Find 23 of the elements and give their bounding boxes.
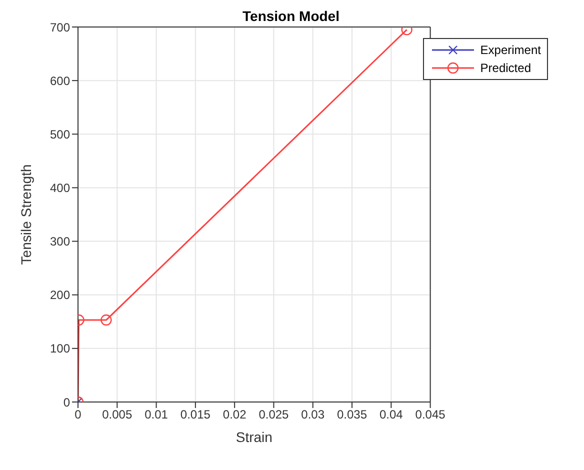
x-tick-label: 0.015 — [180, 408, 211, 422]
y-tick-label: 400 — [50, 180, 70, 195]
x-tick-label: 0.01 — [144, 408, 168, 422]
x-tick-label: 0.03 — [301, 408, 325, 422]
x-tick-label: 0.02 — [222, 408, 247, 422]
x-tick-label: 0.025 — [258, 408, 290, 422]
x-axis-title: Strain — [236, 429, 272, 445]
x-tick-label: 0.035 — [336, 408, 368, 422]
y-tick-label: 600 — [50, 74, 70, 88]
chart-title: Tension Model — [242, 8, 340, 24]
legend-label: Predicted — [480, 61, 531, 75]
legend-label: Experiment — [480, 43, 541, 57]
y-tick-label: 700 — [50, 20, 70, 34]
y-tick-label: 100 — [50, 342, 70, 356]
x-tick-label: 0.005 — [102, 408, 132, 422]
x-tick-label: 0.04 — [379, 408, 404, 422]
y-tick-label: 500 — [50, 127, 70, 142]
y-tick-label: 300 — [50, 234, 70, 249]
y-axis-title: Tensile Strength — [18, 164, 34, 265]
y-tick-label: 200 — [50, 288, 70, 302]
y-tick-label: 0 — [63, 395, 70, 410]
x-tick-label: 0.045 — [415, 408, 446, 422]
x-tick-label: 0 — [74, 408, 82, 422]
